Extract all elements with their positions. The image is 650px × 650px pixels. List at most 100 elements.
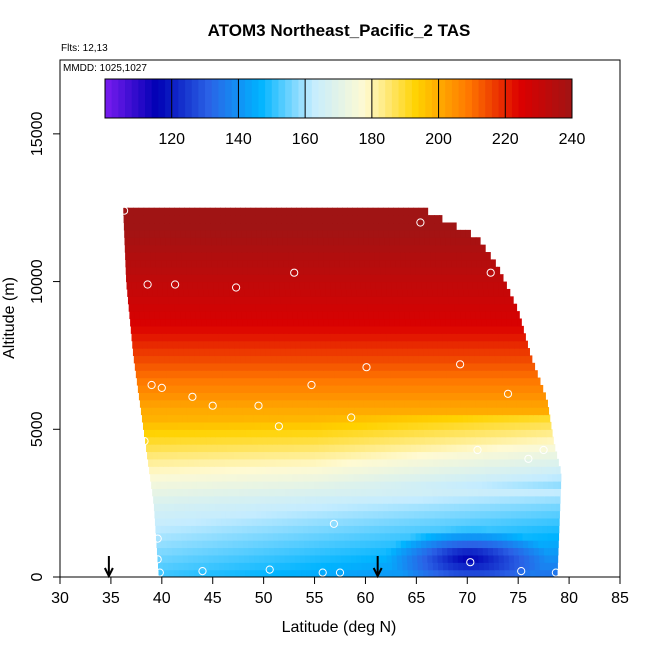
field-cell <box>420 407 427 416</box>
field-cell <box>219 296 226 305</box>
field-cell <box>156 407 162 416</box>
field-cell <box>331 495 338 504</box>
field-cell <box>443 458 450 467</box>
field-cell <box>348 399 355 408</box>
field-cell <box>162 547 168 556</box>
field-cell <box>464 510 471 519</box>
field-cell <box>402 421 409 430</box>
field-cell <box>427 562 434 571</box>
colorbar-swatch <box>271 79 279 118</box>
field-cell <box>241 362 248 371</box>
field-cell <box>161 540 168 549</box>
field-cell <box>270 348 277 357</box>
field-cell <box>396 554 403 563</box>
field-cell <box>421 547 428 556</box>
field-cell <box>254 562 261 571</box>
field-cell <box>288 444 295 453</box>
field-cell <box>347 355 354 364</box>
field-cell <box>399 229 405 238</box>
field-cell <box>425 436 431 445</box>
field-cell <box>152 340 159 349</box>
field-cell <box>491 399 497 408</box>
field-cell <box>382 562 388 571</box>
field-cell <box>429 311 436 320</box>
field-cell <box>184 355 191 364</box>
field-cell <box>407 288 413 297</box>
field-cell <box>155 362 161 371</box>
field-cell <box>408 355 415 364</box>
field-cell <box>480 510 486 519</box>
field-cell <box>238 377 245 386</box>
field-cell <box>470 362 477 371</box>
field-cell <box>434 517 441 526</box>
field-cell <box>446 532 452 541</box>
field-cell <box>201 436 207 445</box>
field-cell <box>379 318 386 327</box>
field-cell <box>419 237 426 246</box>
field-cell <box>455 311 461 320</box>
field-cell <box>391 451 398 460</box>
field-cell <box>139 311 146 320</box>
field-cell <box>274 333 280 342</box>
field-cell <box>377 569 384 577</box>
field-cell <box>171 480 178 489</box>
field-cell <box>331 569 338 577</box>
field-cell <box>509 288 511 297</box>
field-cell <box>352 215 359 224</box>
field-cell <box>290 562 297 571</box>
field-cell <box>324 266 330 275</box>
field-cell <box>172 414 179 423</box>
field-cell <box>150 318 157 327</box>
field-cell <box>442 377 449 386</box>
field-cell <box>394 318 401 327</box>
field-cell <box>375 274 382 283</box>
field-cell <box>218 414 225 423</box>
field-cell <box>175 517 181 526</box>
field-cell <box>406 281 413 290</box>
field-cell <box>181 318 187 327</box>
field-cell <box>515 392 522 401</box>
field-cell <box>472 540 478 549</box>
field-cell <box>475 436 482 445</box>
field-cell <box>550 569 557 577</box>
field-cell <box>189 503 196 512</box>
field-cell <box>181 259 188 268</box>
field-cell <box>256 429 262 438</box>
field-cell <box>218 547 224 556</box>
field-cell <box>217 274 224 283</box>
field-cell <box>505 510 512 519</box>
field-cell <box>266 429 272 438</box>
down-arrow <box>103 556 114 579</box>
field-cell <box>372 384 378 393</box>
field-cell <box>187 540 193 549</box>
field-cell <box>398 510 405 519</box>
field-cell <box>277 244 284 253</box>
field-cell <box>349 370 356 379</box>
field-cell <box>514 348 521 357</box>
field-cell <box>242 259 249 268</box>
field-cell <box>386 333 392 342</box>
field-cell <box>548 547 555 556</box>
field-cell <box>444 466 451 475</box>
field-cell <box>293 266 300 275</box>
field-cell <box>210 303 216 312</box>
field-cell <box>190 222 196 231</box>
field-cell <box>222 274 229 283</box>
field-cell <box>503 451 510 460</box>
field-cell <box>447 288 454 297</box>
field-cell <box>210 510 217 519</box>
field-cell <box>154 517 161 526</box>
field-cell <box>220 229 227 238</box>
sample-point <box>112 360 122 369</box>
sample-point <box>171 280 180 289</box>
field-cell <box>186 370 193 379</box>
field-cell <box>302 229 309 238</box>
field-cell <box>246 510 252 519</box>
field-cell <box>517 540 524 549</box>
field-cell <box>309 266 315 275</box>
field-cell <box>319 407 325 416</box>
field-cell <box>460 229 466 238</box>
field-cell <box>198 340 205 349</box>
field-cell <box>357 503 364 512</box>
field-cell <box>441 274 448 283</box>
